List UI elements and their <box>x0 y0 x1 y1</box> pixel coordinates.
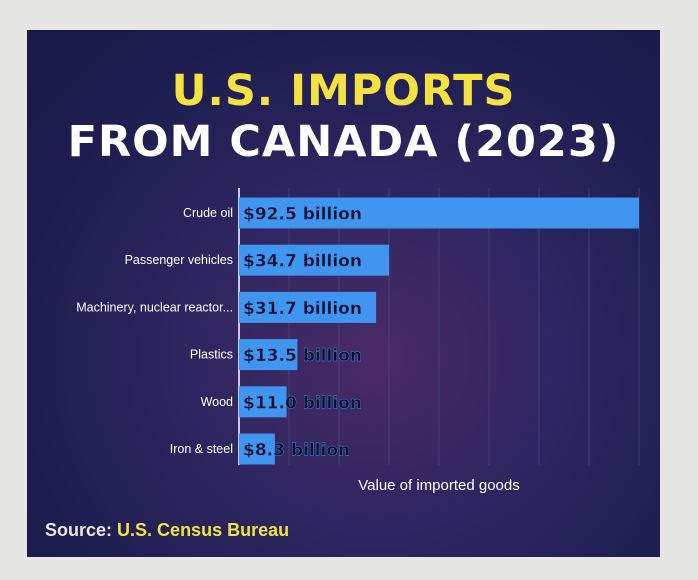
data-label: $13.5 billion <box>243 346 362 366</box>
category-label: Wood <box>201 395 233 409</box>
chart-card: U.S. IMPORTS FROM CANADA (2023) Crude oi… <box>27 30 660 557</box>
bar <box>239 433 275 465</box>
category-label: Plastics <box>190 348 233 362</box>
data-label: $11.0 billion <box>243 393 362 413</box>
source-note: Source: U.S. Census Bureau <box>45 520 289 541</box>
bar <box>239 244 390 276</box>
bar <box>239 386 287 418</box>
data-label: $92.5 billion <box>243 205 362 225</box>
bar <box>239 197 639 229</box>
source-value: U.S. Census Bureau <box>117 520 290 540</box>
x-axis-label: Value of imported goods <box>358 477 520 494</box>
bar <box>239 339 298 371</box>
chart-title-line2: FROM CANADA (2023) <box>67 117 620 167</box>
data-label: $34.7 billion <box>243 252 362 272</box>
data-label: $8.3 billion <box>243 441 350 461</box>
category-label: Crude oil <box>183 206 233 220</box>
category-label: Iron & steel <box>170 442 233 456</box>
bar-chart: Crude oil $92.5 billion Passenger vehicles… <box>76 188 640 494</box>
bar <box>239 291 377 323</box>
category-label: Machinery, nuclear reactor... <box>76 300 233 314</box>
data-label: $31.7 billion <box>243 299 362 319</box>
category-label: Passenger vehicles <box>125 253 233 267</box>
source-label: Source: <box>45 520 113 540</box>
chart-title-line1: U.S. IMPORTS <box>171 66 516 116</box>
